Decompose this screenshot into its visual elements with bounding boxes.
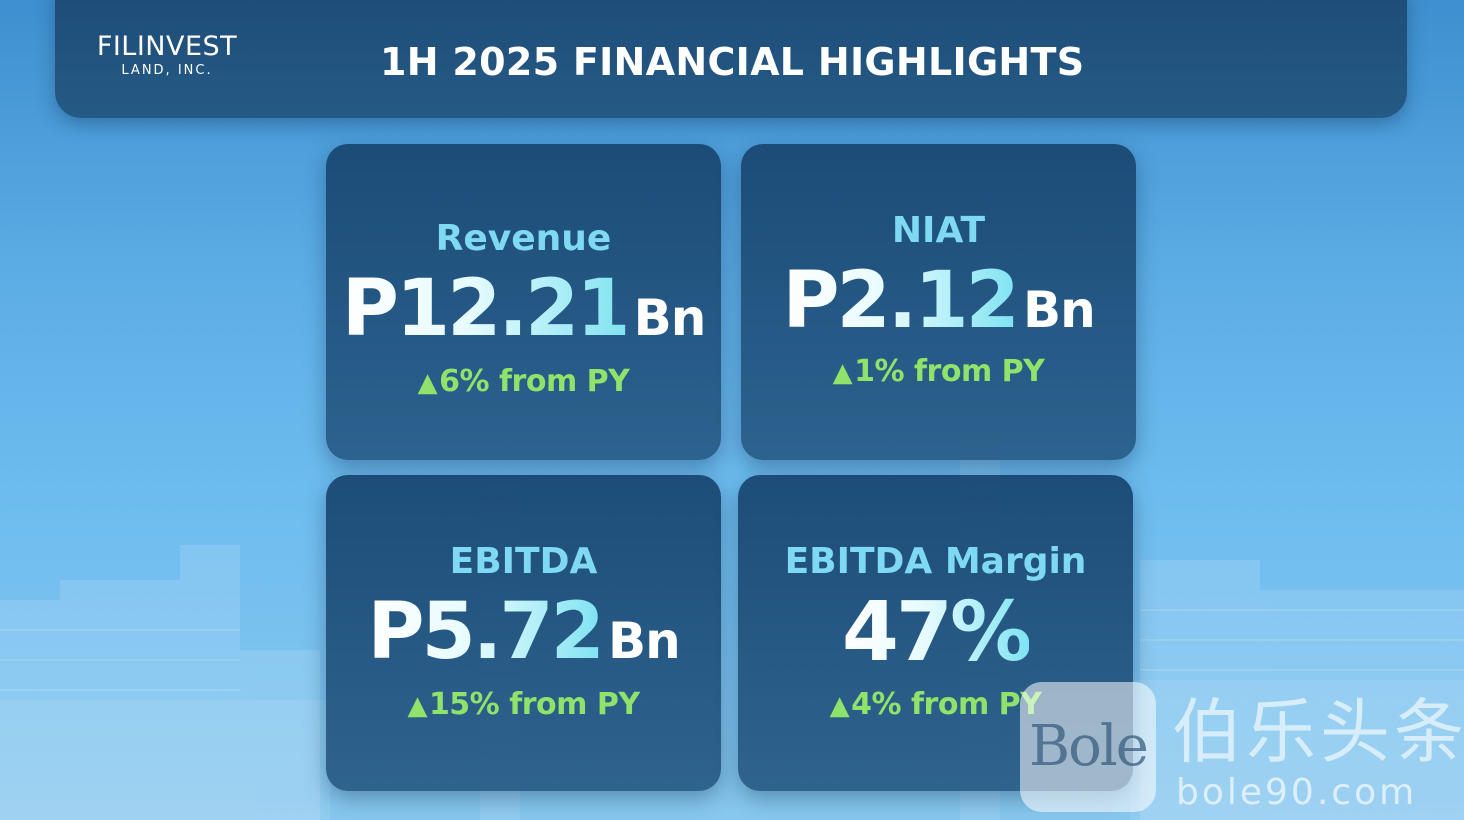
watermark-badge-text: Bole <box>1029 714 1149 779</box>
metric-value: P2.12 Bn <box>741 256 1136 346</box>
filinvest-logo: FILINVEST LAND, INC. <box>82 32 252 80</box>
metric-change-text: 1% from PY <box>854 354 1045 389</box>
metric-value-number: P12.21 <box>341 264 631 354</box>
up-triangle-icon: ▲ <box>832 358 853 388</box>
header-bar <box>55 0 1407 118</box>
metric-change-text: 4% from PY <box>851 687 1042 722</box>
metric-value-number: 47% <box>841 585 1032 680</box>
metric-value-unit: Bn <box>607 612 681 670</box>
up-triangle-icon: ▲ <box>407 691 427 721</box>
metric-label: EBITDA <box>449 541 598 582</box>
logo-sub-text: LAND, INC. <box>121 63 213 78</box>
metric-value-number: P2.12 <box>782 256 1020 346</box>
metric-card-ebitda-margin: EBITDA Margin 47% ▲4% from PY <box>738 475 1133 791</box>
metric-change-text: 15% from PY <box>428 687 640 722</box>
logo-main-text: FILINVEST <box>96 31 238 62</box>
metric-change: ▲15% from PY <box>326 687 721 722</box>
metric-value-unit: Bn <box>633 289 707 347</box>
metric-card-niat: NIAT P2.12 Bn ▲1% from PY <box>741 144 1136 460</box>
watermark-url: bole90.com <box>1176 772 1418 813</box>
metric-value: P12.21 Bn <box>326 264 721 354</box>
metric-label: EBITDA Margin <box>784 541 1087 582</box>
metric-value-unit: Bn <box>1022 281 1096 339</box>
metric-change: ▲1% from PY <box>741 354 1136 389</box>
up-triangle-icon: ▲ <box>417 368 438 398</box>
page-title: 1H 2025 FINANCIAL HIGHLIGHTS <box>380 40 1085 84</box>
watermark-badge: Bole <box>1020 682 1156 812</box>
metric-value: 47% <box>738 585 1133 680</box>
metric-card-ebitda: EBITDA P5.72 Bn ▲15% from PY <box>326 475 721 791</box>
watermark-chinese-text: 伯乐头条 <box>1172 691 1464 773</box>
metric-change-text: 6% from PY <box>439 364 630 399</box>
metric-label: Revenue <box>435 218 612 259</box>
metric-label: NIAT <box>891 210 986 251</box>
metric-value-number: P5.72 <box>367 587 605 677</box>
metric-change: ▲6% from PY <box>326 364 721 399</box>
metric-change: ▲4% from PY <box>738 687 1133 722</box>
up-triangle-icon: ▲ <box>829 691 850 721</box>
metric-value: P5.72 Bn <box>326 587 721 677</box>
metric-card-revenue: Revenue P12.21 Bn ▲6% from PY <box>326 144 721 460</box>
